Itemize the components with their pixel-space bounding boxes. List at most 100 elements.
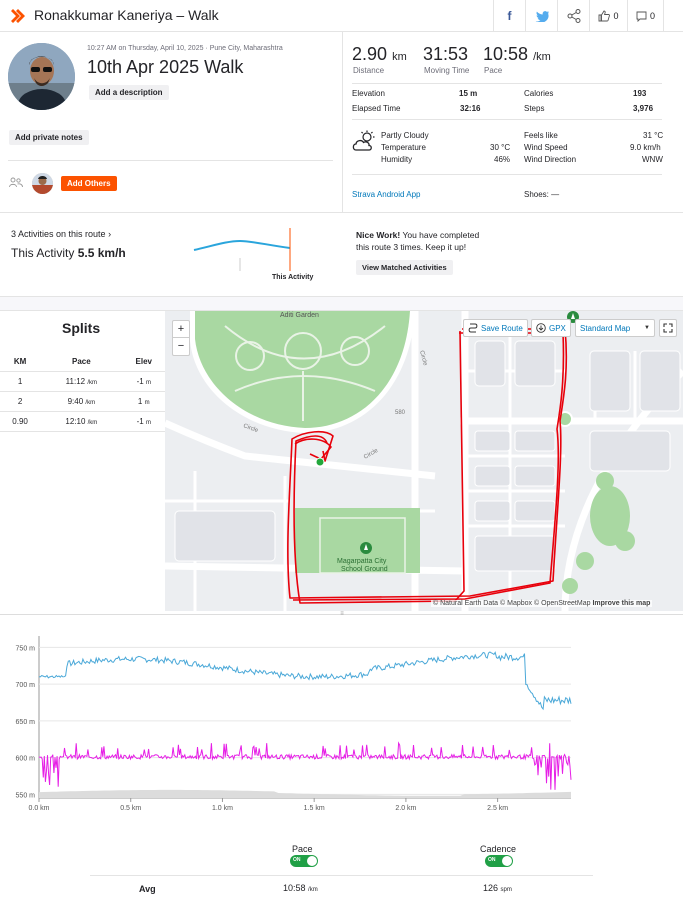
resize-handle-icon[interactable]: ≡ (340, 611, 344, 617)
split-pace-unit: /km (87, 419, 98, 426)
calories-value: 193 (633, 89, 647, 98)
this-activity-label: This Activity (11, 246, 75, 260)
feels-like-label: Feels like (524, 131, 558, 140)
partly-cloudy-icon (352, 130, 375, 151)
split-elev-value: -1 (136, 416, 144, 426)
kudos-button[interactable]: 0 (589, 0, 627, 32)
athlete-avatar[interactable] (8, 43, 75, 110)
humidity-label: Humidity (381, 155, 413, 164)
add-others-button[interactable]: Add Others (61, 176, 117, 191)
temperature-label: Temperature (381, 143, 426, 152)
y-tick-label: 650 m (16, 719, 36, 726)
caret-down-icon: ▼ (644, 325, 650, 331)
avg-cadence: 126 spm (483, 883, 512, 893)
map-label-school-1: Magarpatta City (337, 558, 387, 565)
strava-chevron-icon[interactable] (11, 9, 27, 23)
fullscreen-button[interactable] (659, 319, 677, 337)
share-button[interactable] (557, 0, 589, 32)
map-style-value: Standard Map (580, 323, 631, 333)
map-style-select[interactable]: Standard Map ▼ (575, 319, 655, 337)
elevation-label: Elevation (352, 89, 385, 98)
view-matched-activities-button[interactable]: View Matched Activities (356, 260, 453, 275)
x-tick-label: 1.0 km (212, 805, 233, 812)
improve-map-link[interactable]: Improve this map (592, 600, 651, 607)
split-pace-unit: /km (87, 379, 98, 386)
split-elev-value: -1 (136, 376, 144, 386)
split-pace-value: 12:10 (65, 416, 86, 426)
save-route-button[interactable]: Save Route (463, 319, 528, 337)
wind-direction-label: Wind Direction (524, 155, 577, 164)
zoom-in-button[interactable]: + (173, 321, 189, 338)
pace-series-line (38, 651, 572, 711)
activity-meta: 10:27 AM on Thursday, April 10, 2025 · P… (87, 45, 283, 52)
humidity-value: 46% (494, 155, 511, 164)
zoom-control: + − (172, 320, 190, 356)
split-elev: -1 m (122, 411, 165, 432)
route-trend-line (193, 239, 291, 251)
pace-toggle-label: Pace (292, 844, 313, 854)
avg-pace-value: 10:58 (283, 883, 306, 893)
expand-icon (663, 323, 673, 333)
route-comparison-chart (193, 228, 291, 271)
split-pace: 12:10 /km (40, 411, 123, 432)
calories-label: Calories (524, 89, 554, 98)
y-tick-label: 750 m (16, 645, 36, 652)
distance-number: 2.90 (352, 44, 388, 64)
avg-cadence-value: 126 (483, 883, 499, 893)
pace-label: Pace (484, 66, 503, 75)
split-km: 1 (0, 371, 41, 392)
table-row: 2 9:40 /km 1 m (0, 391, 165, 412)
split-elev-unit: m (144, 399, 150, 406)
twitter-icon (535, 10, 549, 22)
feels-like-value: 31 °C (643, 131, 664, 140)
zoom-out-button[interactable]: − (177, 340, 185, 352)
temperature-value: 30 °C (490, 143, 511, 152)
attribution-text: © Natural Earth Data © Mapbox © OpenStre… (433, 600, 591, 607)
add-description-button[interactable]: Add a description (89, 85, 169, 100)
divider (90, 875, 593, 876)
gpx-label: GPX (549, 323, 566, 333)
toggle-knob (502, 856, 512, 866)
companion-avatar[interactable] (32, 173, 53, 194)
avg-cadence-unit: spm (500, 887, 512, 893)
map-label-circle: Circle (418, 350, 428, 367)
group-icon (9, 177, 23, 188)
route-map[interactable]: Aditi Garden Circle Circle Circle 580 Ma… (165, 311, 683, 611)
route-polyline (287, 328, 568, 604)
device-app-link[interactable]: Strava Android App (352, 190, 421, 199)
divider (8, 160, 333, 161)
x-tick-label: 1.5 km (304, 805, 325, 812)
x-tick-label: 0.5 km (120, 805, 141, 812)
avg-pace: 10:58 /km (283, 883, 318, 893)
splits-header-elev: Elev (122, 352, 165, 372)
header-bar: Ronakkumar Kaneriya – Walk f 0 0 (0, 0, 683, 32)
route-activities-link[interactable]: 3 Activities on this route › (11, 229, 111, 239)
comment-button[interactable]: 0 (627, 0, 663, 32)
pace-number: 10:58 (483, 44, 529, 64)
pace-unit: /km (533, 51, 551, 63)
divider (352, 174, 662, 175)
this-activity-speed: This Activity 5.5 km/h (11, 246, 126, 260)
divider (352, 83, 662, 84)
gpx-button[interactable]: GPX (531, 319, 571, 337)
table-row: 1 11:12 /km -1 m (0, 371, 165, 392)
kudos-count: 0 (613, 11, 619, 21)
route-icon (468, 323, 478, 333)
split-km: 2 (0, 391, 41, 412)
split-elev-unit: m (145, 379, 151, 386)
section-gap (0, 296, 683, 311)
cadence-toggle[interactable]: ON (485, 855, 513, 867)
facebook-share-button[interactable]: f (493, 0, 525, 32)
avg-label: Avg (139, 884, 156, 894)
map-canvas[interactable]: Aditi Garden Circle Circle Circle 580 Ma… (165, 311, 683, 611)
elevation-chart[interactable]: 750 m 700 m 650 m 600 m 550 m 0.0 km 0.5 km 1.0… (0, 620, 683, 820)
this-activity-value: 5.5 km/h (77, 246, 126, 260)
x-tick-label: 2.0 km (395, 805, 416, 812)
map-label-580: 580 (395, 410, 406, 416)
twitter-share-button[interactable] (525, 0, 557, 32)
pace-toggle[interactable]: ON (290, 855, 318, 867)
nice-work-text: Nice Work! (356, 230, 401, 240)
map-label-circle: Circle (242, 423, 259, 434)
add-private-notes-button[interactable]: Add private notes (9, 130, 89, 145)
split-pace-value: 9:40 (67, 396, 84, 406)
